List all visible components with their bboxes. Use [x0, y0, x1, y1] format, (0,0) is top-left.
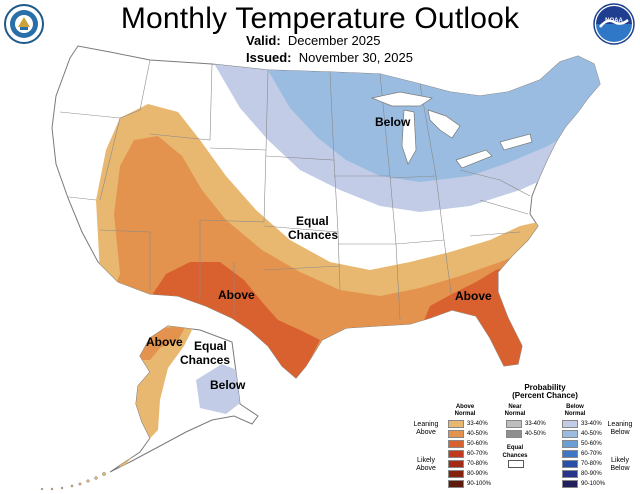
- legend-near-swatch: [506, 420, 522, 428]
- legend-col-near-1: Near: [508, 404, 522, 410]
- legend-above-range: 60-70%: [467, 451, 488, 457]
- label-above-southeast: Above: [455, 289, 492, 303]
- legend-title: Probability (Percent Chance): [510, 384, 580, 400]
- legend-likely-above-2: Above: [416, 465, 436, 472]
- valid-value: December 2025: [287, 33, 381, 48]
- legend-below-range: 80-90%: [581, 471, 602, 477]
- legend-below-swatch: [562, 470, 578, 478]
- legend-above-range: 90-100%: [467, 481, 492, 487]
- issued-label: Issued:: [246, 50, 292, 65]
- legend-col-above-1: Above: [455, 404, 475, 410]
- legend-above-range: 80-90%: [467, 471, 488, 477]
- legend-col-above-2: Normal: [454, 411, 476, 417]
- legend-below-swatch: [562, 440, 578, 448]
- legend-equal-chances-2: Chances: [502, 453, 528, 459]
- legend-below-range: 60-70%: [581, 451, 602, 457]
- legend-below-range: 90-100%: [581, 481, 606, 487]
- legend-title-line1: Probability: [524, 383, 566, 392]
- legend-near-range: 33-40%: [525, 421, 546, 427]
- legend-above-swatch: [448, 420, 464, 428]
- legend-likely-below-1: Likely: [611, 457, 629, 464]
- legend-col-near-2: Normal: [504, 411, 526, 417]
- legend-below-swatch: [562, 460, 578, 468]
- legend-likely-above-1: Likely: [417, 457, 435, 464]
- legend-leaning-below: Leaning Below: [602, 421, 638, 437]
- label-below-north: Below: [375, 115, 411, 129]
- label-alaska-below: Below: [210, 378, 246, 392]
- legend-equal-chances: Equal Chances: [498, 444, 532, 460]
- label-equal-chances-center-2: Chances: [288, 228, 338, 242]
- state-borders: [59, 59, 531, 321]
- label-alaska-equal-2: Chances: [180, 353, 230, 367]
- valid-line: Valid: December 2025: [246, 33, 380, 48]
- label-equal-chances-center-1: Equal: [296, 214, 329, 228]
- legend-below-swatch: [562, 450, 578, 458]
- legend-above-swatch: [448, 440, 464, 448]
- valid-label: Valid:: [246, 33, 281, 48]
- legend-above-swatch: [448, 460, 464, 468]
- label-above-southwest: Above: [218, 288, 255, 302]
- legend-above-swatch: [448, 430, 464, 438]
- legend-above-swatch: [448, 450, 464, 458]
- legend-leaning-above-1: Leaning: [413, 421, 439, 428]
- noaa-logo-text: NOAA: [605, 18, 623, 24]
- legend-col-below-1: Below: [566, 404, 584, 410]
- commerce-seal-logo: [4, 4, 44, 44]
- noaa-logo: NOAA: [593, 3, 635, 45]
- legend-below-swatch: [562, 420, 578, 428]
- legend-above-range: 40-50%: [467, 431, 488, 437]
- legend-above-swatch: [448, 480, 464, 488]
- legend-below-swatch: [562, 480, 578, 488]
- legend-leaning-below-2: Below: [610, 429, 630, 436]
- legend-col-below-2: Normal: [564, 411, 586, 417]
- great-lakes: [370, 91, 533, 169]
- legend-above-swatch: [448, 470, 464, 478]
- legend-leaning-above-2: Above: [416, 429, 436, 436]
- legend-leaning-above: Leaning Above: [412, 421, 440, 437]
- legend-col-near: Near Normal: [498, 404, 532, 418]
- legend-title-line2: (Percent Chance): [512, 391, 578, 400]
- legend-leaning-below-1: Leaning: [607, 421, 633, 428]
- legend-col-above: Above Normal: [448, 404, 482, 418]
- legend-below-range: 33-40%: [581, 421, 602, 427]
- legend-above-range: 33-40%: [467, 421, 488, 427]
- issued-line: Issued: November 30, 2025: [246, 50, 413, 65]
- legend-near-range: 40-50%: [525, 431, 546, 437]
- aleutian-islands: [40, 472, 106, 491]
- legend-above-range: 50-60%: [467, 441, 488, 447]
- legend-above-range: 70-80%: [467, 461, 488, 467]
- label-alaska-equal-1: Equal: [194, 339, 227, 353]
- alaska-below-region: [196, 364, 244, 414]
- legend-below-swatch: [562, 430, 578, 438]
- legend-likely-below: Likely Below: [602, 457, 638, 473]
- legend-equal-chances-1: Equal: [506, 445, 524, 451]
- legend-col-below: Below Normal: [558, 404, 592, 418]
- legend-likely-above: Likely Above: [412, 457, 440, 473]
- issued-value: November 30, 2025: [298, 50, 413, 65]
- legend-likely-below-2: Below: [610, 465, 630, 472]
- legend-near-swatch: [506, 430, 522, 438]
- probability-legend: Probability (Percent Chance) Above Norma…: [412, 384, 640, 494]
- label-alaska-above: Above: [146, 335, 183, 349]
- legend-below-range: 50-60%: [581, 441, 602, 447]
- legend-equal-chances-swatch: [508, 460, 524, 468]
- legend-below-range: 40-50%: [581, 431, 602, 437]
- page-title: Monthly Temperature Outlook: [120, 2, 520, 35]
- legend-below-range: 70-80%: [581, 461, 602, 467]
